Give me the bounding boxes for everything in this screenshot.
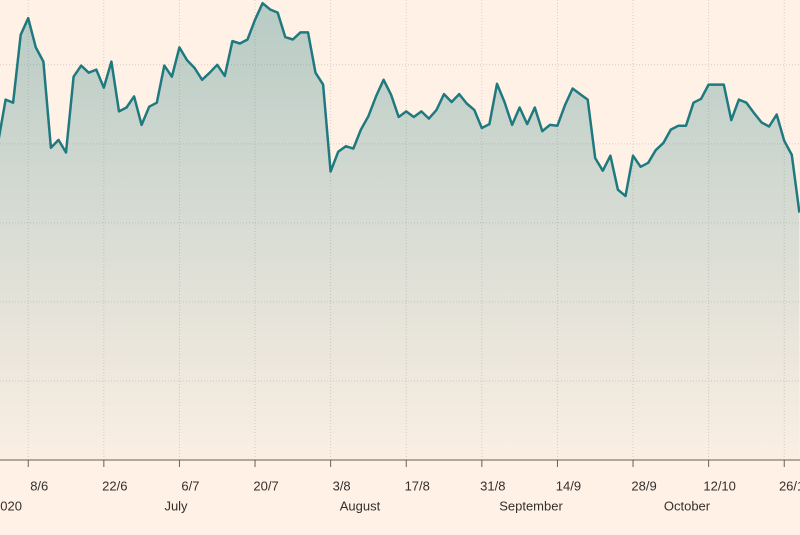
period-label: August — [340, 498, 381, 513]
period-label: 2020 — [0, 498, 22, 513]
area-fill — [0, 3, 800, 460]
x-tick-label: 3/8 — [333, 478, 351, 493]
x-tick-label: 28/9 — [631, 478, 656, 493]
period-label: July — [164, 498, 188, 513]
x-tick-label: 6/7 — [181, 478, 199, 493]
period-label: October — [664, 498, 711, 513]
x-tick-label: 12/10 — [703, 478, 736, 493]
x-tick-label: 22/6 — [102, 478, 127, 493]
x-tick-label: 26/10 — [779, 478, 800, 493]
period-label: September — [499, 498, 563, 513]
x-tick-label: 31/8 — [480, 478, 505, 493]
x-tick-label: 14/9 — [556, 478, 581, 493]
x-tick-label: 17/8 — [405, 478, 430, 493]
x-tick-label: 20/7 — [253, 478, 278, 493]
line — [0, 1, 800, 213]
x-tick-label: 8/6 — [30, 478, 48, 493]
